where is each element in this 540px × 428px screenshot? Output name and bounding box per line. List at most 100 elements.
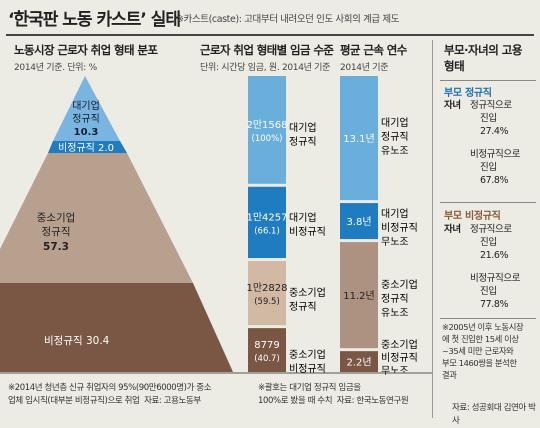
tenure-cat-3-a: 중소기업 [381, 278, 418, 291]
side-divider-3 [440, 318, 536, 319]
wage-percent-label-2: (66.1) [254, 226, 280, 236]
side-brown-a: 정규직으로 진입 21.6% [470, 223, 512, 262]
side-separator [432, 40, 433, 418]
tenure-cat-2-b: 비정규직 [381, 222, 418, 234]
pyramid-source: 자료: 고용노동부 [144, 396, 201, 406]
charts-svg: 대기업 정규직 10.3 비정규직 2.0 중소기업 정규직 57.3 비정규직… [0, 76, 432, 377]
wage-source: 자료: 한국노동연구원 [336, 396, 409, 406]
wage-cat-4-b: 비정규직 [289, 363, 326, 375]
wage-footnote-line-1: ※괄호는 대기업 정규직 임금을 [258, 383, 361, 393]
side-blue-a-2: 진입 [480, 113, 497, 124]
side-note-2: 에 첫 진입한 15세 이상 [442, 334, 519, 344]
pyramid-large-regular [53, 76, 120, 141]
pyramid-sme-regular [0, 153, 193, 283]
side-divider-2 [440, 202, 536, 203]
wage-title: 근로자 취업 형태별 임금 수준 [200, 43, 334, 57]
side-brown-b-2: 진입 [480, 286, 497, 297]
side-brown-head: 부모 비정규직 [444, 211, 501, 222]
pyramid-large-irr-label: 비정규직 2.0 [58, 142, 114, 154]
side-note-4: 부모 1460쌍을 분석한 [442, 358, 517, 368]
pyramid-subtitle: 2014년 기준. 단위: % [14, 63, 97, 73]
wage-value-label-2: 1만4257 [246, 211, 287, 223]
tenure-bar-1 [340, 76, 378, 201]
tenure-bar-2 [340, 203, 378, 240]
wage-value-label-3: 1만2828 [246, 282, 287, 294]
pyramid: 대기업 정규직 10.3 비정규직 2.0 중소기업 정규직 57.3 비정규직… [0, 76, 233, 372]
side-blue-a: 정규직으로 진입 27.4% [470, 99, 512, 138]
wage-percent-label-4: (40.7) [254, 354, 280, 364]
pyramid-footnote: ※2014년 청년층 신규 취업자의 95%(90만6000명)가 중소 업체 … [8, 382, 258, 408]
side-blue-child: 자녀 [444, 100, 461, 111]
wage-cat-2-b: 비정규직 [289, 226, 326, 238]
side-note-3: ~35세 미만 근로자와 [442, 346, 514, 356]
pyramid-large-reg-label-1: 대기업 [72, 99, 100, 112]
side-brown-a-2: 진입 [480, 237, 497, 248]
header-rule [6, 34, 534, 36]
side-blue-b-2: 진입 [480, 162, 497, 173]
wage-footnote-line-2: 100%로 봤을 때 수치 [258, 396, 333, 406]
tenure-value-label-1: 13.1년 [343, 133, 374, 145]
side-note-5: 결과 [442, 370, 457, 380]
side-brown-a-val: 21.6% [480, 250, 509, 261]
side-blue-b-1: 비정규직으로 [470, 149, 521, 160]
tenure-cat-4-c: 무노조 [381, 365, 409, 377]
pyramid-sme-reg-label-2: 정규직 [42, 226, 71, 238]
side-blue-a-val: 27.4% [480, 126, 509, 137]
tenure-cat-1-b: 정규직 [381, 131, 409, 143]
side-brown-b-1: 비정규직으로 [470, 273, 521, 284]
tenure-bar-3 [340, 242, 378, 349]
tenure-subtitle: 2014년 기준 [340, 63, 389, 73]
side-blue-b-val: 67.8% [480, 175, 509, 186]
side-brown-a-1: 정규직으로 [470, 224, 512, 235]
side-note-1: ※2005년 이후 노동시장 [442, 322, 524, 332]
page-title: ‘한국판 노동 카스트’ 실태 [8, 10, 181, 30]
side-title-line-1: 부모·자녀의 고용 [444, 43, 522, 57]
wage-subtitle: 단위: 시간당 임금, 원. 2014년 기준 [200, 63, 331, 73]
pyramid-large-reg-label-2: 정규직 [72, 113, 100, 125]
caste-note: ※카스트(caste): 고대부터 내려오던 인도 사회의 계급 제도 [176, 14, 400, 25]
side-brown-b: 비정규직으로 진입 77.8% [470, 272, 520, 311]
tenure-cat-4-b: 비정규직 [381, 352, 418, 364]
tenure-cat-3-b: 정규직 [381, 293, 409, 305]
tenure-cat-1-c: 유노조 [381, 145, 409, 157]
tenure-bar-4 [340, 351, 378, 372]
pyramid-sme-irr-label: 비정규직 30.4 [44, 335, 110, 347]
wage-percent-label-1: (100%) [252, 134, 283, 144]
wage-bar-2 [248, 186, 286, 259]
tenure-value-label-4: 2.2년 [346, 357, 371, 369]
pyramid-sme-irregular [0, 283, 233, 372]
wage-bar-4 [248, 328, 286, 372]
tenure-cat-4-a: 중소기업 [381, 338, 418, 351]
pyramid-sme-reg-label-1: 중소기업 [37, 211, 76, 224]
pyramid-footnote-line-1: ※2014년 청년층 신규 취업자의 95%(90만6000명)가 중소 [8, 383, 212, 393]
wage-cat-1-b: 정규직 [289, 136, 317, 148]
tenure-cat-2-a: 대기업 [381, 207, 409, 220]
pyramid-sme-reg-value: 57.3 [43, 241, 69, 253]
side-blue-a-1: 정규직으로 [470, 100, 512, 111]
side-title: 부모·자녀의 고용 형태 [444, 42, 522, 74]
tenure-cat-3-c: 유노조 [381, 307, 409, 319]
side-brown-b-val: 77.8% [480, 299, 509, 310]
side-divider-1 [440, 80, 536, 81]
side-blue-head: 부모 정규직 [444, 88, 492, 99]
wage-bars: 2만1568 (100%) 1만4257 (66.1) 1만2828 (59.5) 8779… [246, 76, 288, 372]
wage-bar-3 [248, 261, 286, 326]
tenure-value-label-3: 11.2년 [343, 290, 374, 302]
pyramid-title: 노동시장 근로자 취업 형태 분포 [14, 43, 158, 57]
tenure-title: 평균 근속 연수 [340, 43, 407, 57]
wage-cat-3-b: 정규직 [289, 301, 317, 313]
wage-value-label-4: 8779 [254, 340, 279, 351]
tenure-value-label-2: 3.8년 [346, 216, 371, 228]
wage-value-label-1: 2만1568 [246, 119, 287, 131]
wage-cat-4-a: 중소기업 [289, 348, 326, 361]
pyramid-footnote-line-2: 업체 임시직(대부분 비정규직)으로 취업 [8, 396, 140, 406]
tenure-cat-2-c: 무노조 [381, 236, 409, 248]
side-note: ※2005년 이후 노동시장 에 첫 진입한 15세 이상 ~35세 미만 근로… [442, 321, 538, 381]
pyramid-large-reg-value: 10.3 [74, 127, 99, 138]
wage-cat-2-a: 대기업 [289, 211, 317, 224]
side-brown-child: 자녀 [444, 224, 461, 235]
tenure-bars: 13.1년 3.8년 11.2년 2.2년 [340, 76, 378, 372]
pyramid-large-irregular [48, 141, 127, 153]
wage-footnote: ※괄호는 대기업 정규직 임금을 100%로 봤을 때 수치 자료: 한국노동연… [258, 382, 430, 408]
wage-cat-3-a: 중소기업 [289, 286, 326, 299]
